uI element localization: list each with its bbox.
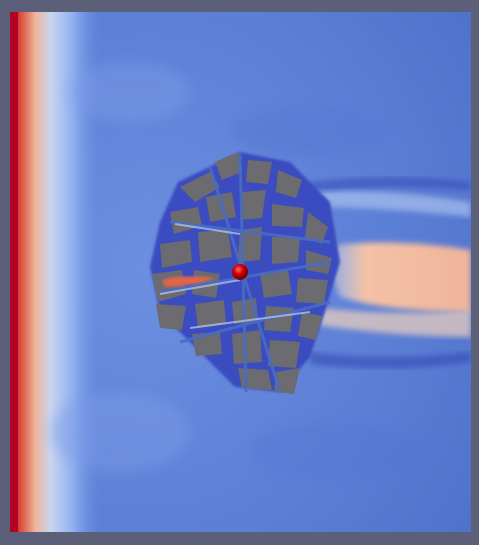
- buildings: [152, 152, 332, 394]
- wake-region: [300, 177, 471, 369]
- local-jet: [162, 276, 215, 287]
- simulation-viewport[interactable]: [10, 12, 471, 532]
- inlet-edge: [10, 12, 18, 532]
- turbulence-patches: [50, 62, 430, 482]
- source-marker[interactable]: [232, 264, 248, 280]
- flow-field-render: [10, 12, 471, 532]
- street-flow-streaks: [159, 223, 311, 329]
